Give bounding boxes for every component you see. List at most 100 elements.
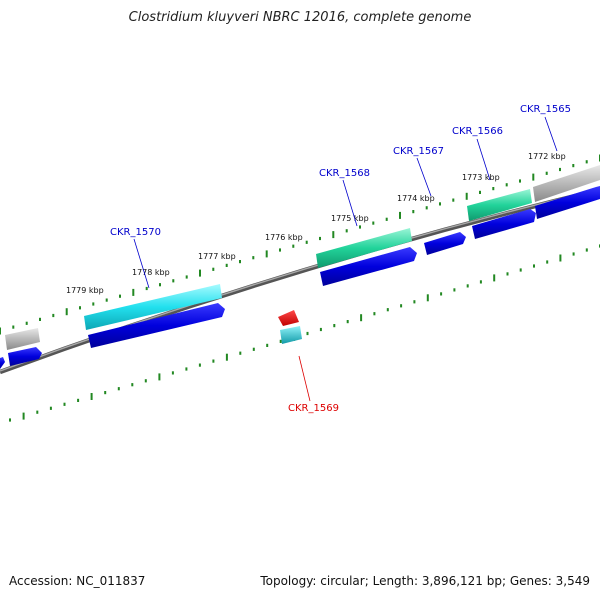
genome-title: Clostridium kluyveri NBRC 12016, complet… — [128, 10, 472, 25]
reverse-scale-major-tick — [90, 393, 93, 400]
forward-scale-minor-tick — [145, 286, 148, 291]
genes-value: 3,549 — [555, 574, 590, 588]
forward-scale-minor-tick — [372, 221, 375, 225]
gene-label-ckr1569[interactable]: CKR_1569 — [288, 403, 339, 414]
reverse-scale-minor-tick — [319, 327, 322, 332]
gene-arrow-ckr1570[interactable] — [88, 303, 225, 348]
forward-scale-minor-tick — [519, 179, 521, 183]
genome-summary: Topology: circular; Length: 3,896,121 bp… — [260, 574, 590, 588]
forward-scale-minor-tick — [105, 298, 108, 302]
reverse-scale-major-tick — [493, 274, 496, 282]
forward-scale-minor-tick — [479, 190, 481, 194]
gene-arrow-left-2[interactable] — [0, 357, 5, 369]
forward-scale-minor-tick — [505, 183, 508, 187]
gene-label-ckr1565[interactable]: CKR_1565 — [520, 104, 571, 115]
reverse-scale-minor-tick — [239, 351, 242, 355]
cog-bar-ckr1566[interactable] — [467, 189, 532, 221]
reverse-scale-minor-tick — [185, 367, 188, 371]
reverse-scale-minor-tick — [585, 248, 588, 252]
reverse-scale-minor-tick — [533, 264, 535, 268]
forward-scale-minor-tick — [492, 187, 495, 191]
tick-label-1777kbp: 1777 kbp — [198, 252, 236, 261]
leader-line-ckr1570 — [133, 238, 150, 289]
forward-scale-minor-tick — [452, 198, 455, 202]
forward-scale-minor-tick — [412, 210, 415, 214]
reverse-scale-minor-tick — [333, 324, 336, 328]
forward-scale-major-tick — [265, 250, 268, 258]
forward-scale-major-tick — [132, 288, 135, 296]
reverse-scale-ticks — [9, 244, 600, 422]
reverse-scale-minor-tick — [252, 347, 255, 351]
topology-value: circular — [320, 574, 365, 588]
forward-scale-minor-tick — [25, 321, 28, 325]
forward-scale-minor-tick — [52, 313, 55, 318]
reverse-scale-minor-tick — [131, 383, 134, 387]
forward-scale-minor-tick — [252, 256, 255, 260]
gene-arrow-ckr1568[interactable] — [320, 247, 417, 286]
tick-label-1775kbp: 1775 kbp — [331, 214, 369, 223]
accession-value: NC_011837 — [76, 574, 146, 588]
forward-scale-minor-tick — [172, 279, 175, 283]
gene-label-ckr1568[interactable]: CKR_1568 — [319, 168, 370, 179]
gene-label-ckr1567[interactable]: CKR_1567 — [393, 146, 444, 157]
reverse-scale-minor-tick — [546, 260, 549, 264]
forward-scale-minor-tick — [345, 229, 348, 233]
reverse-scale-major-tick — [22, 412, 25, 420]
reverse-scale-minor-tick — [63, 402, 66, 406]
accession-info: Accession: NC_011837 — [9, 574, 145, 588]
reverse-scale-minor-tick — [198, 363, 201, 367]
gene-arrow-left-1[interactable] — [8, 347, 42, 366]
cog-bar-ckr1570[interactable] — [84, 284, 222, 330]
reverse-scale-minor-tick — [49, 406, 52, 410]
length-label: Length: — [372, 574, 419, 588]
forward-scale-minor-tick — [585, 160, 588, 164]
forward-scale-minor-tick — [359, 225, 361, 229]
forward-scale-minor-tick — [279, 248, 281, 252]
cog-bar-ckr1569[interactable] — [280, 326, 302, 344]
forward-scale-major-tick — [65, 308, 68, 316]
forward-scale-major-tick — [532, 173, 535, 181]
forward-scale-major-tick — [399, 211, 401, 219]
reverse-scale-minor-tick — [171, 371, 174, 375]
forward-scale-minor-tick — [545, 171, 548, 175]
tick-label-1774kbp: 1774 kbp — [397, 194, 435, 203]
forward-scale-minor-tick — [572, 164, 575, 168]
forward-scale-minor-tick — [79, 306, 81, 310]
reverse-scale-major-tick — [158, 373, 161, 381]
gene-arrow-ckr1569[interactable] — [278, 310, 299, 326]
gene-arrow-ckr1566[interactable] — [472, 209, 536, 239]
forward-scale-minor-tick — [559, 167, 561, 172]
forward-scale-minor-tick — [92, 302, 95, 306]
reverse-scale-minor-tick — [77, 398, 80, 402]
tick-label-1779kbp: 1779 kbp — [66, 286, 104, 295]
forward-scale-minor-tick — [185, 275, 188, 279]
forward-scale-minor-tick — [159, 283, 161, 287]
reverse-scale-major-tick — [360, 314, 363, 322]
reverse-scale-major-tick — [559, 254, 562, 262]
reverse-scale-minor-tick — [572, 252, 575, 256]
forward-scale-minor-tick — [425, 206, 428, 210]
reverse-scale-minor-tick — [440, 292, 443, 296]
reverse-scale-minor-tick — [117, 387, 120, 391]
gene-label-ckr1570[interactable]: CKR_1570 — [110, 227, 161, 238]
reverse-scale-minor-tick — [9, 418, 11, 422]
leader-line-ckr1565 — [544, 116, 558, 152]
gene-label-ckr1566[interactable]: CKR_1566 — [452, 126, 503, 137]
forward-scale-minor-tick — [439, 202, 441, 206]
cog-bar-ckr1565[interactable] — [533, 165, 600, 202]
reverse-scale-minor-tick — [212, 359, 215, 363]
reverse-scale-minor-tick — [466, 284, 469, 288]
accession-label: Accession: — [9, 574, 73, 588]
forward-scale-minor-tick — [239, 260, 241, 264]
reverse-scale-minor-tick — [519, 268, 522, 272]
cog-bar-left-edge[interactable] — [5, 328, 40, 350]
forward-scale-minor-tick — [12, 325, 15, 329]
cog-bar-ckr1568[interactable] — [316, 228, 412, 268]
forward-scale-minor-tick — [39, 317, 41, 321]
forward-scale-minor-tick — [292, 244, 295, 248]
gene-arrow-ckr1565[interactable] — [535, 186, 600, 219]
gene-arrow-ckr1567[interactable] — [424, 232, 466, 255]
forward-scale-minor-tick — [385, 217, 388, 221]
